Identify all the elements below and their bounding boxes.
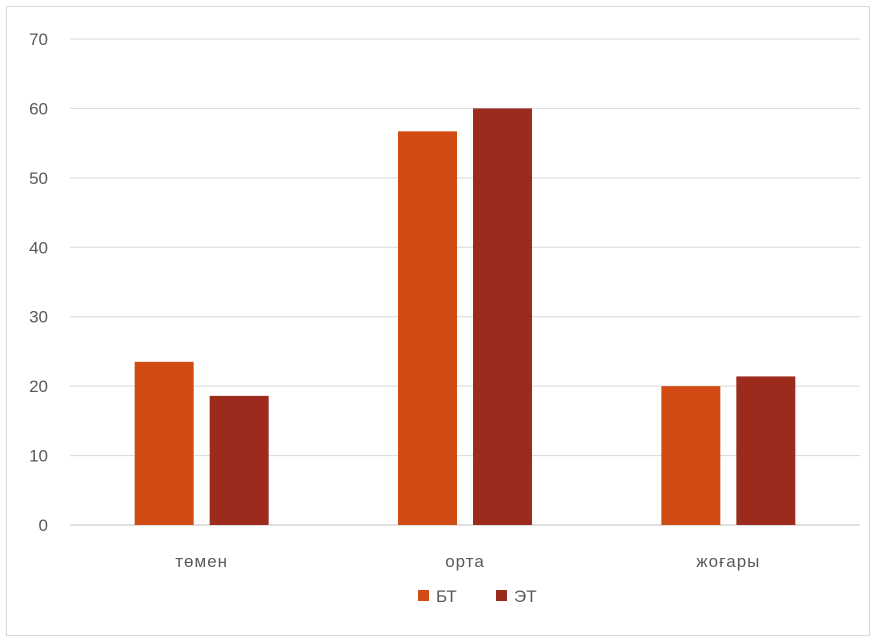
bar-ЭТ-орта [473, 108, 532, 525]
legend[interactable]: БТ ЭТ [418, 587, 537, 606]
y-axis-ticks: 0 10 20 30 40 50 60 70 [29, 30, 48, 535]
y-tick-label: 0 [39, 516, 48, 535]
bar-БТ-төмен [134, 361, 194, 525]
legend-label: ЭТ [514, 587, 537, 606]
x-category-label: орта [445, 552, 485, 571]
y-tick-label: 40 [29, 238, 48, 257]
y-tick-label: 20 [29, 377, 48, 396]
x-axis-labels: төмен орта жоғары [175, 552, 760, 571]
bars [134, 108, 796, 525]
y-tick-label: 30 [29, 308, 48, 327]
x-category-label: төмен [175, 552, 228, 571]
gridlines [70, 38, 860, 526]
bar-БТ-жоғары [661, 386, 721, 525]
bar-ЭТ-жоғары [736, 376, 796, 525]
bar-БТ-орта [398, 131, 457, 525]
y-tick-label: 50 [29, 169, 48, 188]
y-tick-label: 10 [29, 447, 48, 466]
bar-ЭТ-төмен [209, 395, 269, 525]
legend-swatch [496, 590, 507, 601]
legend-item-ЭТ[interactable]: ЭТ [496, 587, 537, 606]
legend-label: БТ [436, 587, 457, 606]
legend-swatch [418, 590, 429, 601]
y-tick-label: 70 [29, 30, 48, 49]
x-category-label: жоғары [696, 552, 760, 571]
legend-item-БТ[interactable]: БТ [418, 587, 457, 606]
y-tick-label: 60 [29, 99, 48, 118]
